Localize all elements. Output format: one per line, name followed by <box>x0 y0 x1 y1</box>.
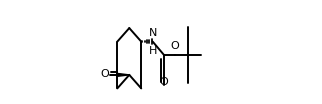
Polygon shape <box>117 73 129 76</box>
Text: H: H <box>149 46 157 56</box>
Text: O: O <box>159 77 168 87</box>
Text: N: N <box>149 28 157 38</box>
Text: O: O <box>170 41 179 51</box>
Text: O: O <box>101 69 109 79</box>
